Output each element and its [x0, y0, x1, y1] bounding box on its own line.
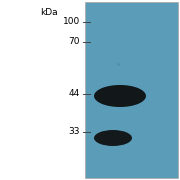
Text: kDa: kDa [40, 8, 58, 17]
Text: 44: 44 [69, 89, 80, 98]
Ellipse shape [94, 130, 132, 146]
Text: 33: 33 [69, 127, 80, 136]
Bar [85, 2, 178, 178]
Text: 100: 100 [63, 17, 80, 26]
Text: 70: 70 [69, 37, 80, 46]
Ellipse shape [94, 85, 146, 107]
